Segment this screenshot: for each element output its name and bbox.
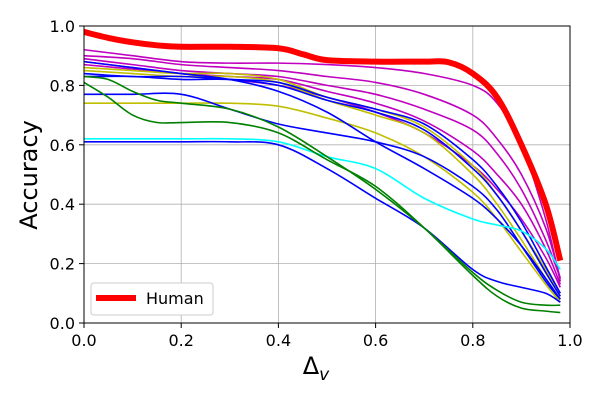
plot-frame (83, 25, 571, 324)
y-axis-ticks: 0.0 0.2 0.4 0.6 0.8 1.0 (50, 17, 84, 333)
y-tick-label: 0.2 (50, 255, 75, 274)
x-axis-ticks: 0.0 0.2 0.4 0.6 0.8 1.0 (71, 323, 583, 350)
series-line-green-2 (83, 81, 561, 314)
x-tick-label: 0.0 (71, 331, 96, 350)
x-axis-label: Δv (303, 352, 330, 385)
y-axis-label: Accuracy (15, 120, 43, 230)
y-tick-label: 0.8 (50, 76, 75, 95)
x-tick-label: 0.8 (460, 331, 485, 350)
x-axis-label-subscript: v (319, 365, 330, 385)
x-tick-label: 1.0 (557, 331, 582, 350)
x-tick-label: 0.4 (266, 331, 291, 350)
legend: Human (90, 282, 214, 316)
x-tick-label: 0.2 (168, 331, 193, 350)
y-tick-label: 1.0 (50, 17, 75, 36)
series-line-magenta-2 (83, 54, 562, 279)
series-line-blue-5 (83, 140, 561, 303)
legend-box (90, 282, 214, 316)
y-tick-label: 0.6 (50, 136, 75, 155)
series-line-green-1 (83, 75, 561, 307)
series-group (83, 29, 564, 314)
x-tick-label: 0.6 (363, 331, 388, 350)
series-line-human (83, 29, 564, 262)
series-line-blue-1 (83, 72, 561, 294)
legend-label-human: Human (146, 289, 204, 308)
y-tick-label: 0.0 (50, 314, 75, 333)
series-line-magenta-3 (83, 57, 562, 279)
series-line-cyan-1 (84, 137, 561, 270)
y-tick-label: 0.4 (50, 195, 75, 214)
series-line-blue-4 (83, 92, 561, 300)
